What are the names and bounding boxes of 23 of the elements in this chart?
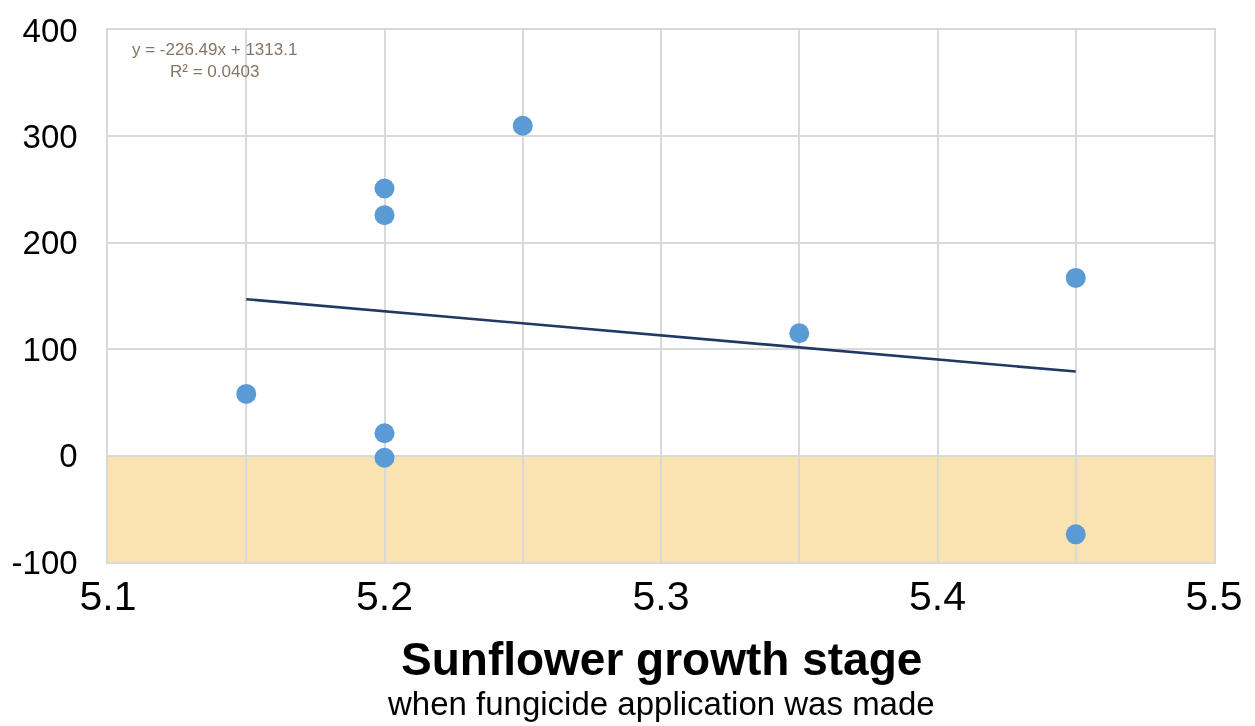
annotation: R² = 0.0403 (170, 62, 260, 82)
x-tick-label: 5.2 (356, 572, 413, 619)
x-axis-title: Sunflower growth stage when fungicide application was made (387, 633, 935, 722)
point (512, 115, 533, 136)
y-tick-label: 200 (22, 224, 78, 262)
y-tick-label: 300 (22, 117, 78, 155)
point (1065, 524, 1086, 545)
point (374, 423, 395, 444)
point (1065, 267, 1086, 288)
y-tick-label: 100 (22, 330, 78, 368)
point (374, 205, 395, 226)
point (374, 447, 395, 468)
y-tick-label: 0 (59, 437, 78, 475)
x-tick-label: 5.3 (632, 572, 690, 619)
point (374, 178, 395, 199)
y-tick-label: -100 (11, 543, 78, 581)
x-tick-label: 5.1 (79, 572, 137, 619)
point (789, 323, 810, 344)
x-tick-label: 5.4 (909, 572, 966, 619)
y-tick-label: 400 (22, 11, 78, 49)
point (236, 383, 257, 404)
x-tick-label: 5.5 (1185, 572, 1243, 619)
annotation: y = -226.49x + 1313.1 (132, 40, 298, 59)
